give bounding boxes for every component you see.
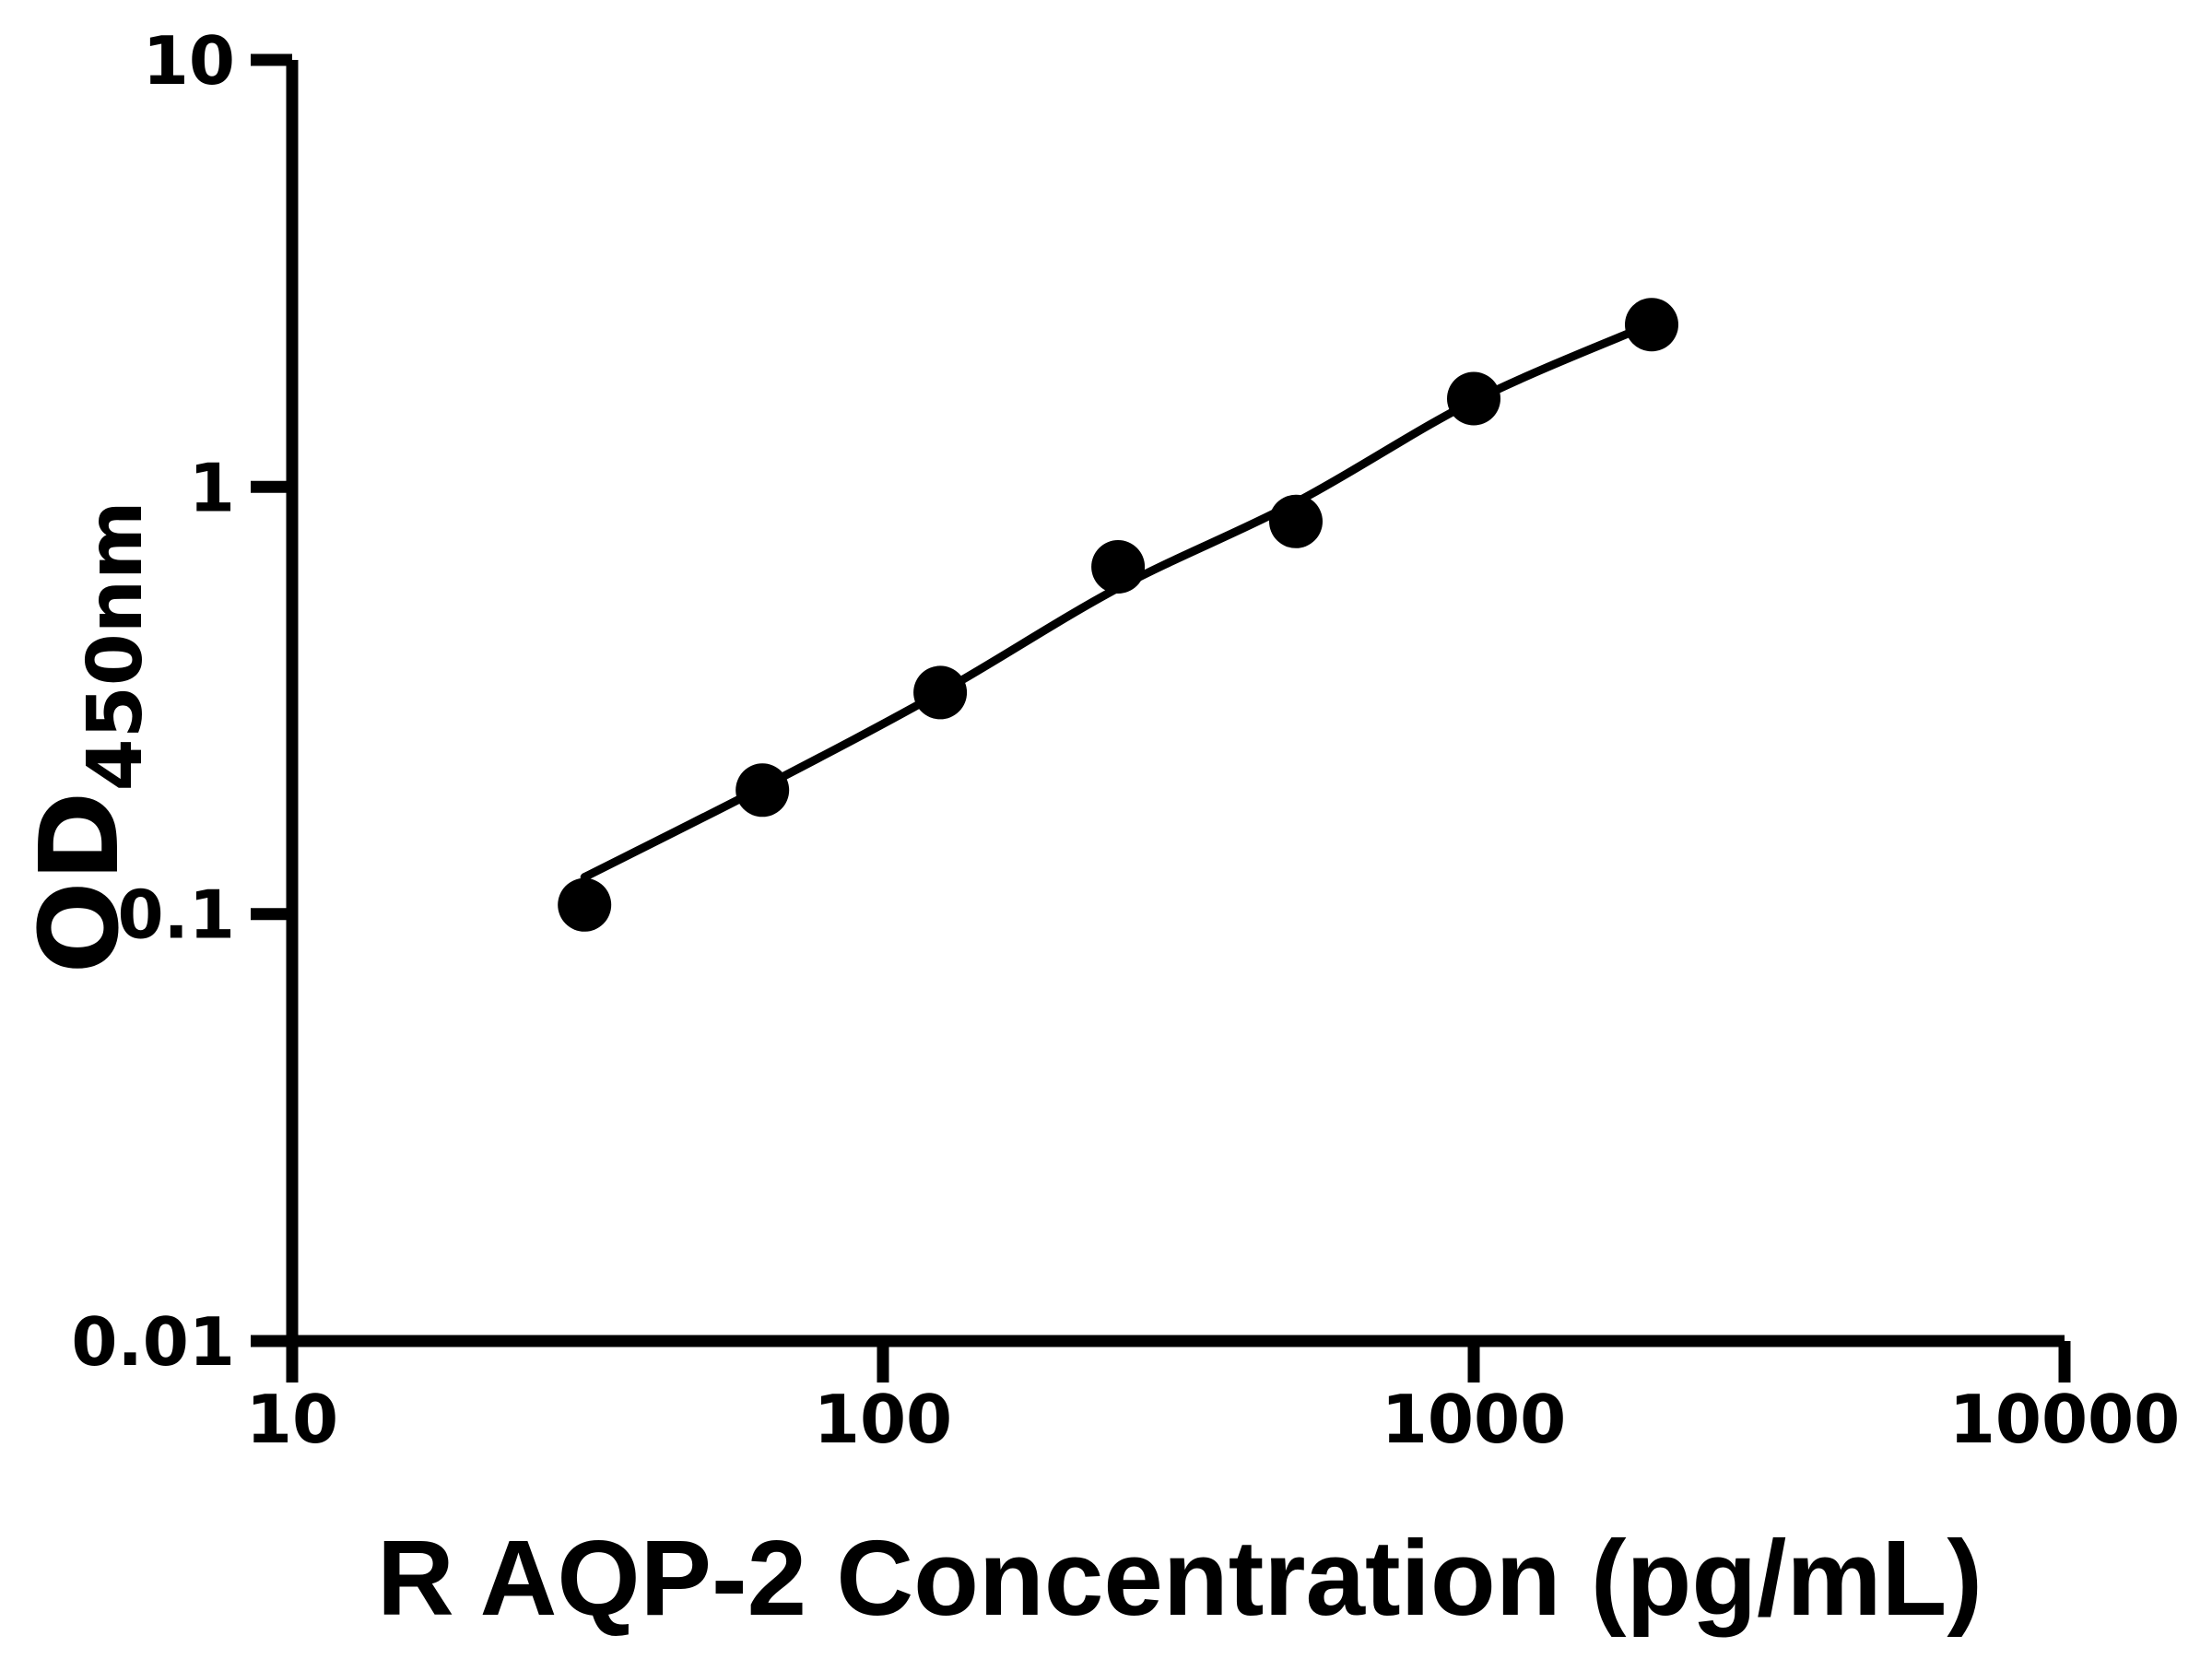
y-tick-label: 10	[143, 22, 235, 100]
data-point-marker	[1625, 298, 1678, 352]
y-tick-label: 0.1	[117, 877, 235, 954]
y-axis-ticks	[251, 53, 292, 1347]
y-tick-label: 1	[189, 449, 235, 526]
axis-lines	[286, 60, 2065, 1347]
data-point-marker	[735, 763, 790, 818]
y-tick-label: 0.01	[71, 1303, 235, 1381]
y-axis-title-subscript: 450nm	[72, 500, 159, 791]
data-point-marker	[558, 877, 612, 932]
x-tick-label: 100	[814, 1381, 952, 1458]
y-axis-title: OD450nm	[16, 500, 159, 973]
data-point-marker	[1091, 540, 1146, 594]
x-axis-title: R AQP-2 Concentration (pg/mL)	[377, 1518, 1983, 1638]
data-point-marker	[1447, 371, 1500, 426]
y-axis-tick-labels: 0.01 0.1 1 10	[71, 22, 235, 1381]
x-tick-label: 1000	[1382, 1381, 1566, 1458]
x-tick-label: 10000	[1949, 1381, 2181, 1458]
data-point-marker	[1269, 494, 1323, 548]
data-point-marker	[913, 665, 968, 720]
standard-data-points	[558, 298, 1678, 932]
x-tick-label: 10	[246, 1381, 338, 1458]
y-axis-title-main: OD	[16, 791, 143, 973]
x-axis-tick-labels: 10 100 1000 10000	[246, 1381, 2180, 1458]
x-axis-ticks	[286, 1341, 2071, 1382]
